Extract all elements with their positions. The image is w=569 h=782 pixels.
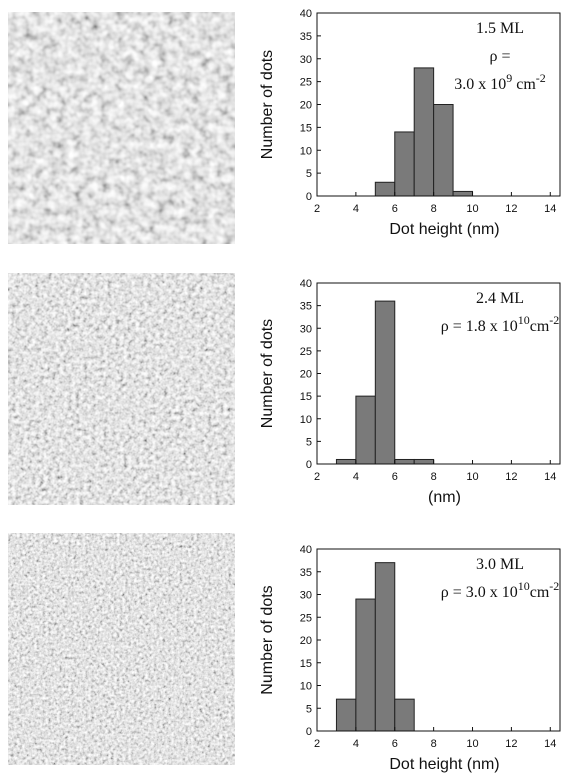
y-tick-label: 15 <box>300 122 312 134</box>
y-tick-label: 15 <box>300 391 312 403</box>
x-tick-label: 14 <box>544 738 556 750</box>
y-axis-label: Number of dots <box>259 50 276 159</box>
x-tick-label: 2 <box>314 738 320 750</box>
x-tick-label: 12 <box>505 203 517 215</box>
bar <box>452 190 474 197</box>
y-tick-label: 0 <box>306 459 312 471</box>
y-tick-label: 25 <box>300 346 312 358</box>
x-tick-label: 2 <box>314 203 320 215</box>
y-tick-label: 35 <box>300 301 312 313</box>
y-tick-label: 5 <box>306 168 312 180</box>
afm-image <box>8 533 235 765</box>
bar <box>335 458 357 465</box>
annotation-part: 3.0 x 10 <box>454 76 506 93</box>
y-tick-label: 30 <box>300 323 312 335</box>
x-tick-label: 8 <box>431 471 437 483</box>
bar <box>394 458 415 465</box>
x-tick-label: 12 <box>505 738 517 750</box>
y-tick-label: 30 <box>300 590 312 602</box>
annotation-part: ρ = 1.8 x 10 <box>441 318 518 335</box>
bar <box>394 131 415 197</box>
y-tick-label: 35 <box>300 567 312 579</box>
x-tick-label: 4 <box>353 203 359 215</box>
annotation-part: 10 <box>518 313 530 327</box>
x-tick-label: 6 <box>392 738 398 750</box>
y-tick-label: 40 <box>300 544 312 556</box>
y-tick-label: 5 <box>306 703 312 715</box>
y-tick-label: 5 <box>306 436 312 448</box>
y-tick-label: 40 <box>300 8 312 20</box>
y-tick-label: 40 <box>300 278 312 290</box>
bar <box>413 458 435 465</box>
y-tick-label: 10 <box>300 681 312 693</box>
annotation: ρ = 1.8 x 1010cm-2 <box>441 313 560 335</box>
x-tick-label: 14 <box>544 471 556 483</box>
bar <box>374 181 396 197</box>
y-tick-label: 25 <box>300 77 312 89</box>
annotation: 1.5 ML <box>476 20 524 37</box>
annotation-part: -2 <box>549 579 559 593</box>
x-axis-label: Dot height (nm) <box>389 221 499 238</box>
x-axis-label: (nm) <box>428 489 461 506</box>
annotation-part: 1.5 ML <box>476 20 524 37</box>
y-tick-label: 0 <box>306 726 312 738</box>
annotation: 3.0 ML <box>476 556 524 573</box>
annotation-part: -2 <box>549 313 559 327</box>
x-tick-label: 2 <box>314 471 320 483</box>
y-tick-label: 30 <box>300 54 312 66</box>
annotation-part: -2 <box>536 71 546 85</box>
y-tick-label: 15 <box>300 658 312 670</box>
afm-image <box>8 12 235 244</box>
annotation: ρ = 3.0 x 1010cm-2 <box>441 579 560 601</box>
bar <box>355 395 376 465</box>
bar <box>413 67 435 197</box>
y-tick-label: 10 <box>300 414 312 426</box>
annotation: ρ = <box>489 48 510 65</box>
x-tick-label: 10 <box>466 203 478 215</box>
x-tick-label: 8 <box>431 738 437 750</box>
annotation-part: cm <box>530 318 550 335</box>
annotation-part: cm <box>512 76 536 93</box>
bar <box>355 598 376 732</box>
y-tick-label: 0 <box>306 191 312 203</box>
annotation-part: ρ = <box>489 48 510 65</box>
annotation-part: 10 <box>518 579 530 593</box>
annotation: 2.4 ML <box>476 290 524 307</box>
y-tick-label: 20 <box>300 635 312 647</box>
bar <box>433 104 454 197</box>
x-tick-label: 6 <box>392 203 398 215</box>
annotation-part: cm <box>530 584 550 601</box>
y-tick-label: 20 <box>300 100 312 112</box>
x-tick-label: 4 <box>353 738 359 750</box>
x-tick-label: 10 <box>466 738 478 750</box>
x-tick-label: 8 <box>431 203 437 215</box>
y-tick-label: 25 <box>300 612 312 624</box>
annotation-part: ρ = 3.0 x 10 <box>441 584 518 601</box>
afm-image <box>8 273 235 505</box>
annotation-part: 9 <box>506 71 512 85</box>
x-tick-label: 10 <box>466 471 478 483</box>
y-axis-label: Number of dots <box>259 585 276 694</box>
x-tick-label: 14 <box>544 203 556 215</box>
x-tick-label: 4 <box>353 471 359 483</box>
bar <box>374 300 396 465</box>
annotation-part: 3.0 ML <box>476 556 524 573</box>
x-tick-label: 12 <box>505 471 517 483</box>
plot-frame <box>316 282 561 465</box>
y-tick-label: 35 <box>300 31 312 43</box>
y-tick-label: 10 <box>300 145 312 157</box>
bar <box>374 562 396 732</box>
annotation: 3.0 x 109 cm-2 <box>454 71 546 93</box>
x-tick-label: 6 <box>392 471 398 483</box>
bar <box>335 698 357 732</box>
bar <box>394 698 415 732</box>
y-axis-label: Number of dots <box>259 319 276 428</box>
y-tick-label: 20 <box>300 369 312 381</box>
x-axis-label: Dot height (nm) <box>389 756 499 773</box>
annotation-part: 2.4 ML <box>476 290 524 307</box>
